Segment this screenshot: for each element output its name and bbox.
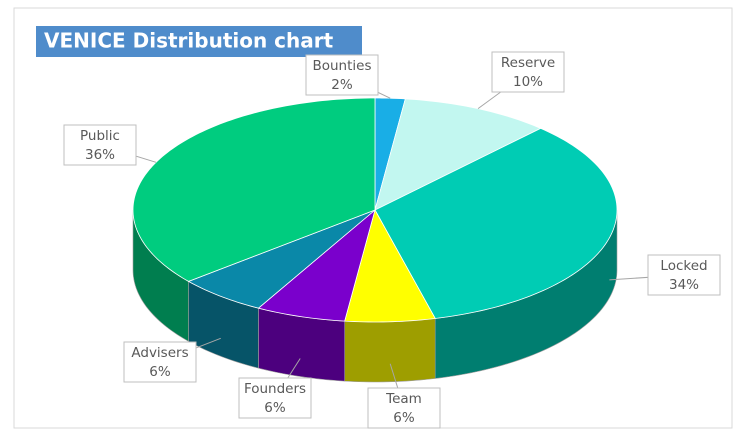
label-box xyxy=(647,254,721,296)
pie-tops xyxy=(132,97,618,323)
value-label: 2% xyxy=(331,77,353,93)
category-label: Advisers xyxy=(131,345,188,361)
chart-title: VENICE Distribution chart xyxy=(44,29,334,53)
category-label: Team xyxy=(385,391,422,407)
label-box xyxy=(123,341,197,383)
category-label: Public xyxy=(80,128,120,144)
category-label: Locked xyxy=(660,258,707,274)
value-label: 34% xyxy=(669,277,699,293)
slice xyxy=(132,97,376,282)
slice xyxy=(374,127,618,319)
label-box xyxy=(491,51,565,93)
value-label: 6% xyxy=(149,364,171,380)
slice xyxy=(257,208,376,322)
label-box xyxy=(305,54,379,96)
slice-side xyxy=(344,318,436,383)
category-label: Reserve xyxy=(501,55,555,71)
pie-sides xyxy=(132,209,618,383)
label-box xyxy=(238,377,312,419)
label-box xyxy=(63,124,137,166)
label-box xyxy=(367,387,441,429)
value-label: 36% xyxy=(85,147,115,163)
slice xyxy=(187,209,376,309)
value-label: 10% xyxy=(513,74,543,90)
labels: Bounties 2% Reserve 10% Locked 34% Team 6% Found… xyxy=(63,51,721,429)
value-label: 6% xyxy=(393,410,415,426)
category-label: Founders xyxy=(244,381,306,397)
value-label: 6% xyxy=(264,400,286,416)
slice xyxy=(344,208,436,323)
category-label: Bounties xyxy=(312,58,371,74)
title-background xyxy=(36,26,362,57)
